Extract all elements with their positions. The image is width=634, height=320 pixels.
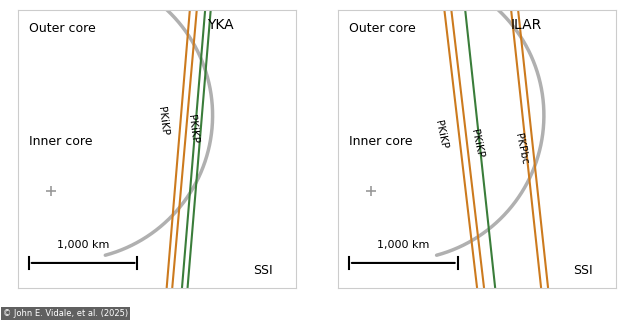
Text: YKA: YKA — [207, 18, 234, 32]
Text: PKiKP: PKiKP — [433, 120, 449, 150]
Text: © John E. Vidale, et al. (2025): © John E. Vidale, et al. (2025) — [3, 309, 128, 318]
Text: ILAR: ILAR — [510, 18, 541, 32]
Text: 1,000 km: 1,000 km — [377, 240, 429, 251]
Text: PKiKP: PKiKP — [469, 128, 485, 158]
Text: SSI: SSI — [573, 264, 593, 277]
Text: PKiKP: PKiKP — [186, 114, 200, 144]
Text: 1,000 km: 1,000 km — [57, 240, 109, 251]
Text: PKPbc: PKPbc — [514, 132, 530, 165]
Text: PKiKP: PKiKP — [156, 106, 169, 136]
Text: Outer core: Outer core — [349, 22, 416, 35]
Text: Inner core: Inner core — [29, 135, 93, 148]
Text: SSI: SSI — [253, 264, 273, 277]
Text: Outer core: Outer core — [29, 22, 96, 35]
Text: Inner core: Inner core — [349, 135, 413, 148]
